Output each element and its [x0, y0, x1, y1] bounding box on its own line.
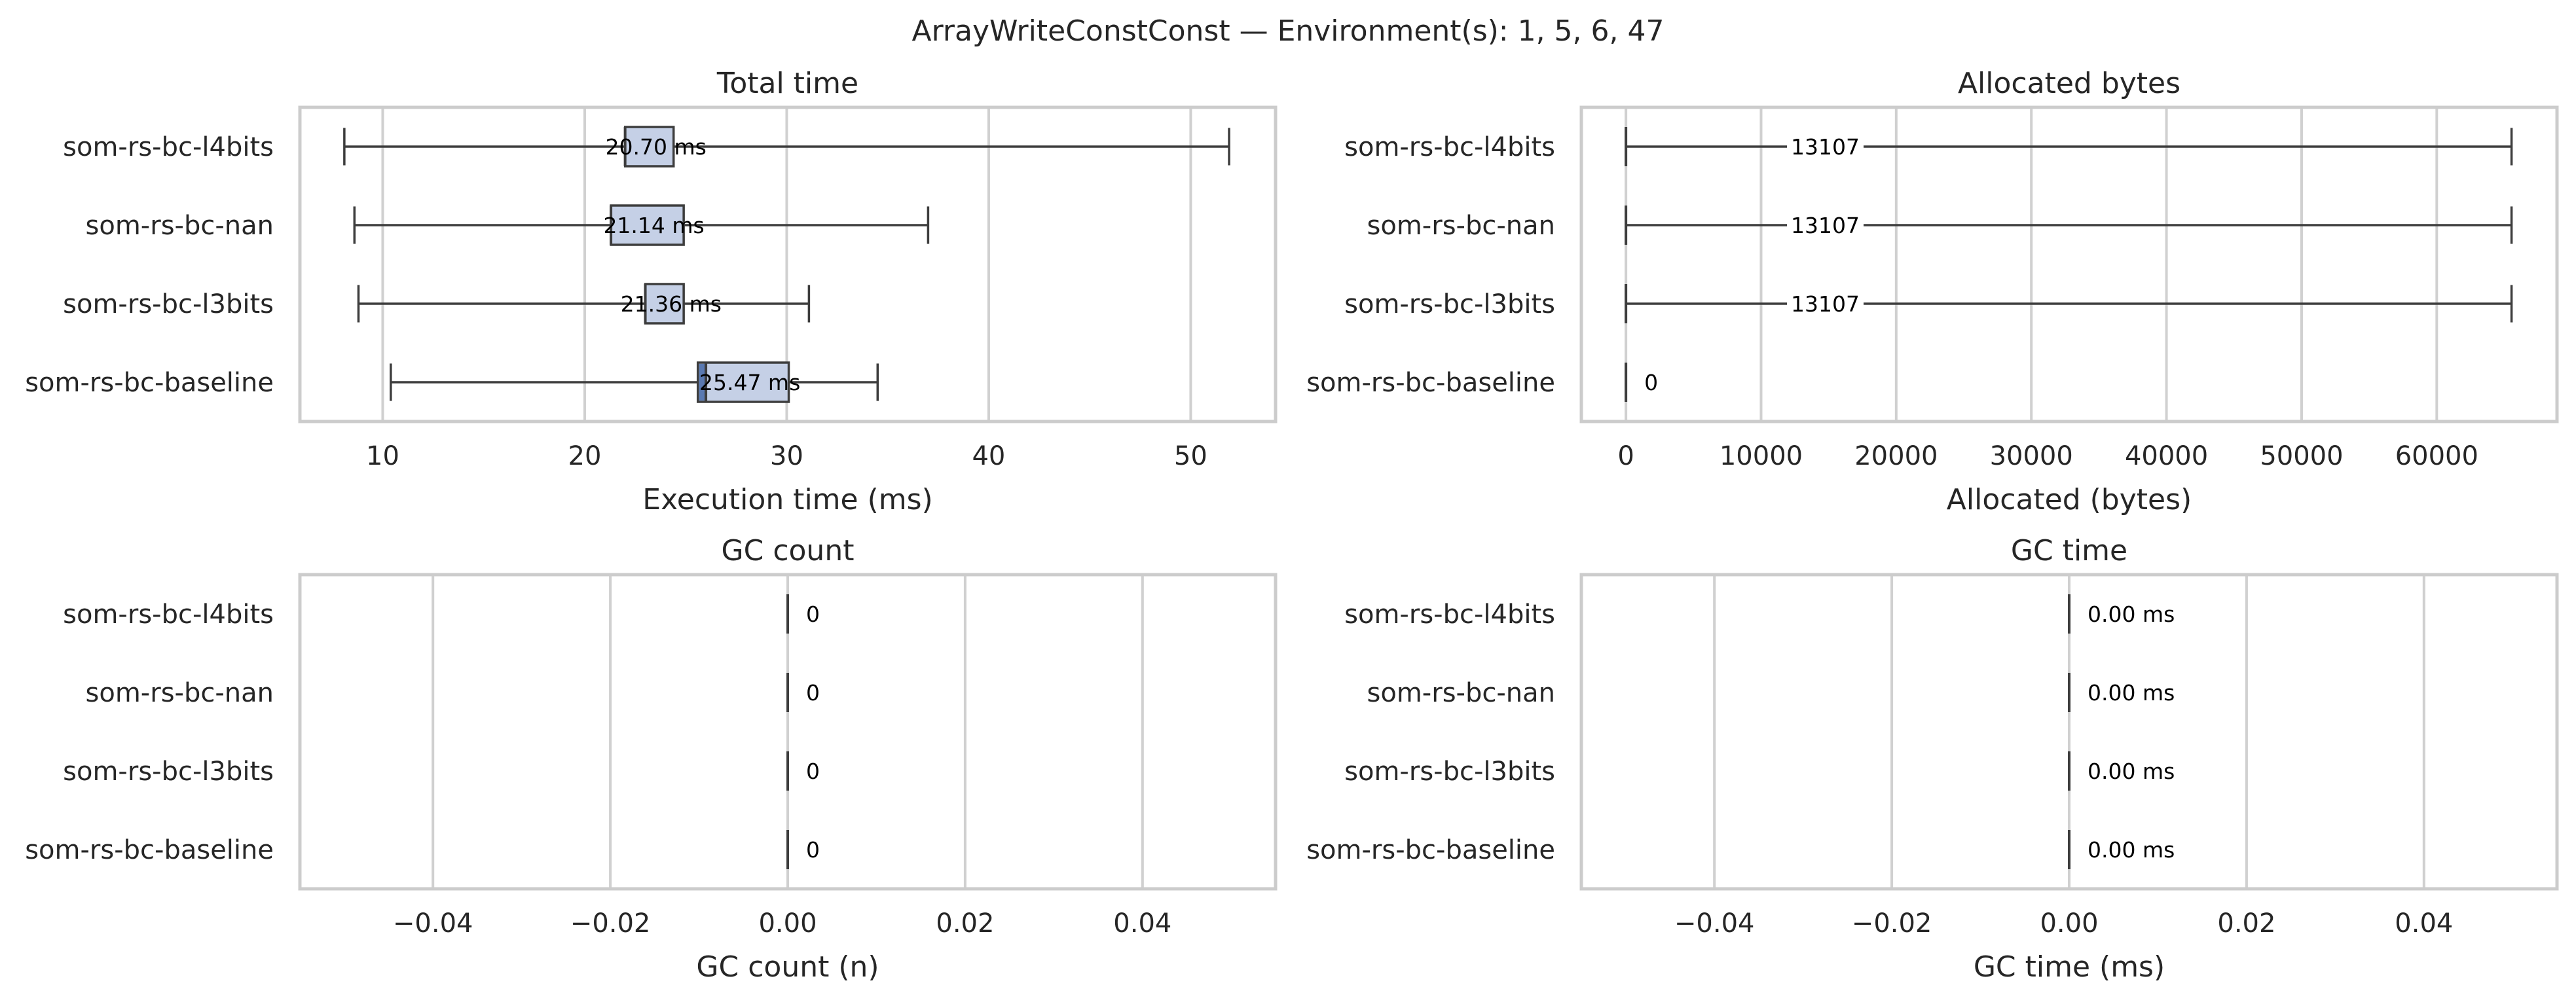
gc-count-xtick-label: −0.04 — [393, 908, 473, 939]
panels: 20.70 ms 21.14 ms 21.36 ms 25.47 ms Total ti… — [25, 67, 2559, 984]
panel-total-time: 20.70 ms 21.14 ms 21.36 ms 25.47 ms Total ti… — [25, 67, 1278, 516]
total-time-xtick-label: 20 — [568, 441, 602, 471]
total-time-box-3: 25.47 ms — [390, 361, 879, 403]
total-time-category-label: som-rs-bc-baseline — [25, 368, 274, 398]
gc-count-median-label: 0 — [806, 601, 820, 627]
allocated-bytes-box-3: 0 — [1625, 363, 1658, 402]
total-time-xtick-label: 50 — [1174, 441, 1207, 471]
gc-time-category-label: som-rs-bc-l4bits — [1344, 600, 1555, 630]
gc-time-median-label: 0.00 ms — [2088, 759, 2175, 784]
allocated-bytes-xtick-label: 10000 — [1720, 441, 1803, 471]
total-time-iqr-box — [696, 361, 790, 403]
gc-time-frame — [1579, 573, 2559, 891]
gc-time-title: GC time — [2011, 534, 2127, 567]
allocated-bytes-title: Allocated bytes — [1958, 67, 2180, 100]
gc-time-category-label: som-rs-bc-baseline — [1306, 835, 1555, 865]
allocated-bytes-category-label: som-rs-bc-baseline — [1306, 368, 1555, 398]
gc-time-xtick-label: 0.02 — [2217, 908, 2275, 939]
gc-time-box-3: 0.00 ms — [2068, 830, 2175, 869]
gc-time-xtick-label: −0.04 — [1674, 908, 1755, 939]
gc-time-box-1: 0.00 ms — [2068, 673, 2175, 712]
gc-count-category-label: som-rs-bc-l3bits — [63, 757, 274, 787]
total-time-median-label: 25.47 ms — [699, 370, 800, 395]
gc-time-category-label: som-rs-bc-nan — [1367, 678, 1555, 708]
allocated-bytes-xtick-label: 30000 — [1990, 441, 2073, 471]
total-time-median-label: 21.36 ms — [621, 291, 722, 317]
total-time-iqr-box — [623, 126, 675, 168]
total-time-category-label: som-rs-bc-l4bits — [63, 132, 274, 162]
gc-count-xlabel: GC count (n) — [696, 950, 879, 984]
allocated-bytes-label-backdrop — [1787, 133, 1864, 161]
gc-time-box-0: 0.00 ms — [2068, 594, 2175, 634]
total-time-lower-half — [699, 364, 707, 401]
gc-count-frame — [298, 573, 1278, 891]
allocated-bytes-category-label: som-rs-bc-nan — [1367, 211, 1555, 241]
gc-count-box-3: 0 — [786, 830, 820, 869]
panel-gc-time: 0.00 ms 0.00 ms 0.00 ms 0.00 ms GC time som-r… — [1306, 534, 2559, 984]
allocated-bytes-median-label: 13107 — [1791, 291, 1860, 317]
gc-count-xtick-label: 0.02 — [936, 908, 994, 939]
allocated-bytes-xtick-label: 20000 — [1854, 441, 1938, 471]
total-time-xtick-label: 40 — [972, 441, 1005, 471]
figure-title: ArrayWriteConstConst — Environment(s): 1… — [912, 14, 1665, 48]
gc-time-median-label: 0.00 ms — [2088, 680, 2175, 706]
total-time-xlabel: Execution time (ms) — [642, 483, 932, 516]
total-time-xtick-label: 30 — [770, 441, 803, 471]
gc-count-xtick-label: −0.02 — [570, 908, 651, 939]
gc-time-xtick-label: −0.02 — [1852, 908, 1932, 939]
allocated-bytes-label-backdrop — [1787, 290, 1864, 318]
gc-time-median-label: 0.00 ms — [2088, 837, 2175, 863]
gc-count-box-0: 0 — [786, 594, 820, 634]
allocated-bytes-category-label: som-rs-bc-l3bits — [1344, 289, 1555, 319]
allocated-bytes-xtick-label: 0 — [1617, 441, 1634, 471]
allocated-bytes-xtick-label: 50000 — [2260, 441, 2343, 471]
panel-gc-count: 0 0 0 0 GC count som-rs-bc-l4bits som-rs-bc-na… — [25, 534, 1278, 984]
allocated-bytes-median-label: 13107 — [1791, 213, 1860, 238]
total-time-xtick-label: 10 — [366, 441, 399, 471]
gc-time-xtick-label: 0.04 — [2395, 908, 2453, 939]
gc-time-xtick-label: 0.00 — [2040, 908, 2098, 939]
allocated-bytes-xtick-label: 40000 — [2125, 441, 2208, 471]
gc-time-xlabel: GC time (ms) — [1974, 950, 2165, 984]
allocated-bytes-box-1: 13107 — [1625, 206, 2513, 245]
gc-time-median-label: 0.00 ms — [2088, 601, 2175, 627]
total-time-median-label: 20.70 ms — [606, 134, 707, 160]
gc-time-box-2: 0.00 ms — [2068, 751, 2175, 791]
total-time-category-label: som-rs-bc-nan — [86, 211, 274, 241]
total-time-frame — [298, 105, 1278, 423]
allocated-bytes-xtick-label: 60000 — [2395, 441, 2478, 471]
panel-allocated-bytes: 13107 13107 13107 0 Allocated bytes som-rs-bc… — [1306, 67, 2559, 516]
total-time-median-label: 21.14 ms — [603, 213, 704, 238]
total-time-title: Total time — [716, 67, 858, 100]
allocated-bytes-xlabel: Allocated (bytes) — [1947, 483, 2192, 516]
total-time-iqr-box — [610, 204, 685, 246]
allocated-bytes-median-label: 13107 — [1791, 134, 1860, 160]
allocated-bytes-label-backdrop — [1787, 211, 1864, 240]
allocated-bytes-category-label: som-rs-bc-l4bits — [1344, 132, 1555, 162]
gc-count-box-2: 0 — [786, 751, 820, 791]
gc-count-category-label: som-rs-bc-baseline — [25, 835, 274, 865]
total-time-iqr-box — [644, 283, 685, 325]
gc-count-category-label: som-rs-bc-l4bits — [63, 600, 274, 630]
total-time-category-label: som-rs-bc-l3bits — [63, 289, 274, 319]
gc-count-xtick-label: 0.00 — [758, 908, 817, 939]
gc-count-xtick-label: 0.04 — [1113, 908, 1171, 939]
gc-count-median-label: 0 — [806, 759, 820, 784]
total-time-box-2: 21.36 ms — [357, 283, 811, 325]
total-time-box-1: 21.14 ms — [353, 204, 930, 246]
allocated-bytes-box-2: 13107 — [1625, 284, 2513, 323]
gc-count-category-label: som-rs-bc-nan — [86, 678, 274, 708]
total-time-box-0: 20.70 ms — [343, 126, 1230, 168]
allocated-bytes-box-0: 13107 — [1625, 127, 2513, 166]
gc-count-median-label: 0 — [806, 680, 820, 706]
allocated-bytes-median-label: 0 — [1644, 370, 1658, 395]
allocated-bytes-frame — [1579, 105, 2559, 423]
gc-count-box-1: 0 — [786, 673, 820, 712]
gc-count-median-label: 0 — [806, 837, 820, 863]
gc-time-category-label: som-rs-bc-l3bits — [1344, 757, 1555, 787]
gc-count-title: GC count — [722, 534, 855, 567]
